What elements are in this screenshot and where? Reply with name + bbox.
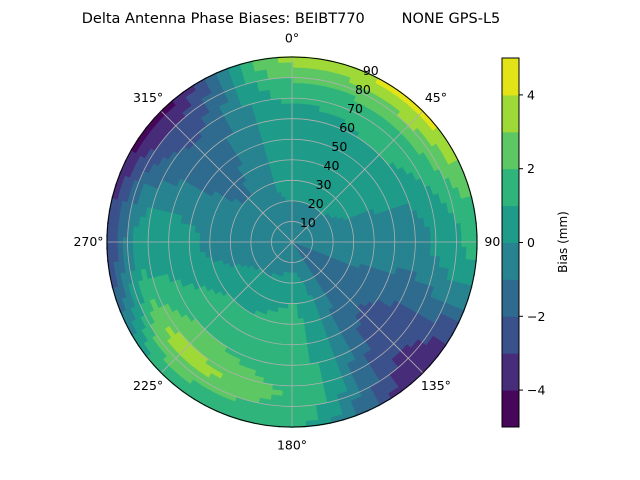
radial-tick-label: 70: [347, 101, 363, 116]
colorbar-tick-label: 2: [527, 161, 535, 176]
radial-tick-label: 10: [300, 215, 316, 230]
angular-tick-label: 315°: [133, 90, 163, 105]
colorbar-segment: [502, 205, 519, 243]
angular-tick-label: 225°: [133, 378, 163, 393]
colorbar-tick-label: 0: [527, 235, 535, 250]
angular-tick-label: 270°: [73, 234, 103, 249]
radial-tick-label: 50: [331, 139, 347, 154]
colorbar-segment: [502, 94, 519, 133]
angular-tick-label: 135°: [421, 378, 451, 393]
polar-grid: [106, 56, 478, 428]
radial-tick-label: 80: [355, 82, 371, 97]
colorbar-segment: [502, 316, 519, 354]
angular-tick-label: 180°: [277, 438, 307, 453]
contour-fill: [106, 56, 478, 428]
colorbar-tick-label: −4: [527, 383, 545, 398]
radial-tick-label: 30: [316, 177, 332, 192]
radial-tick-label: 90: [363, 63, 379, 78]
colorbar: −4 −2 0 2 4: [501, 57, 545, 428]
colorbar-segment: [502, 242, 519, 280]
radial-tick-label: 60: [339, 120, 355, 135]
colorbar-tick-label: 4: [527, 87, 535, 102]
colorbar-segment: [502, 58, 519, 96]
radial-tick-label: 20: [308, 196, 324, 211]
chart-title: Delta Antenna Phase Biases: BEIBT770 NON…: [82, 11, 501, 27]
colorbar-segment: [502, 279, 519, 317]
colorbar-segment: [502, 168, 519, 207]
colorbar-segment: [502, 390, 519, 428]
radial-tick-label: 40: [324, 158, 340, 173]
colorbar-segment: [502, 131, 519, 170]
colorbar-label: Bias (mm): [556, 211, 570, 273]
angular-tick-label: 0°: [285, 31, 299, 46]
colorbar-tick-label: −2: [527, 309, 545, 324]
angular-tick-label: 45°: [425, 90, 447, 105]
colorbar-segment: [502, 353, 519, 391]
